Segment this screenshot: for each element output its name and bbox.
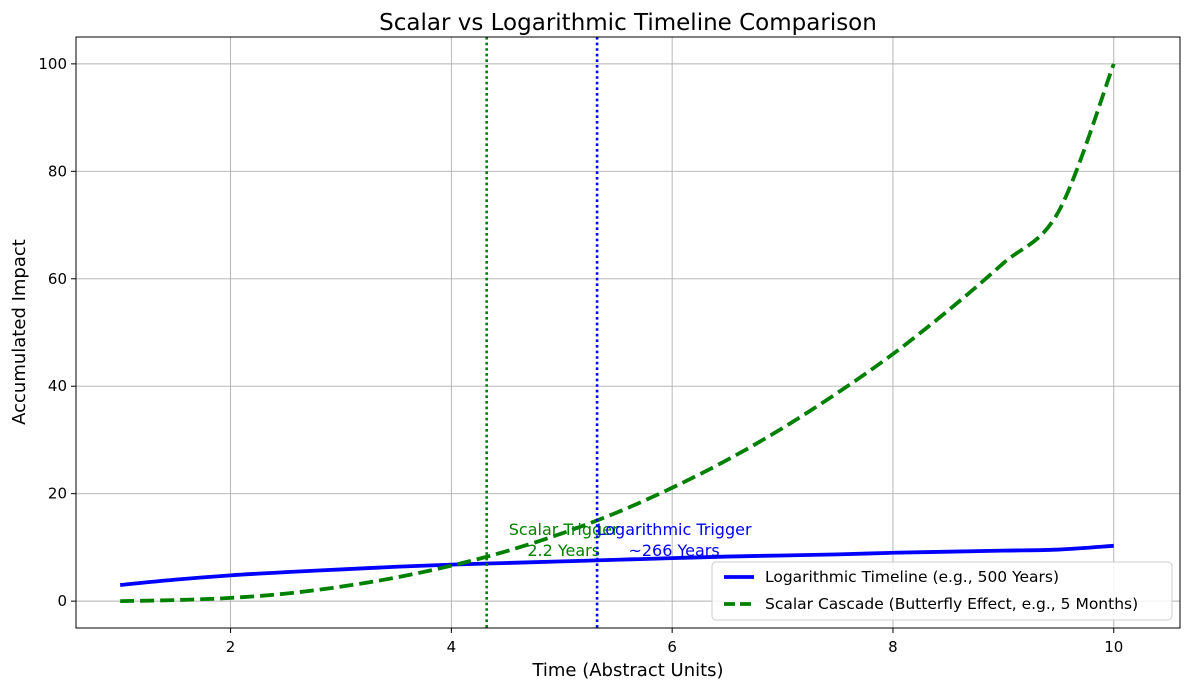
series-layer	[119, 63, 1116, 604]
x-tick-label: 10	[1104, 638, 1123, 656]
x-axis-label: Time (Abstract Units)	[531, 660, 723, 681]
trigger-label-value: ~266 Years	[628, 541, 719, 560]
legend-label: Logarithmic Timeline (e.g., 500 Years)	[765, 568, 1059, 586]
series-line-logarithmic	[119, 543, 1114, 587]
y-tick-label: 80	[48, 162, 67, 180]
vline-layer: Scalar Trigger 2.2 Years Logarithmic Trigg…	[485, 37, 752, 628]
legend-box	[711, 561, 1173, 621]
trigger-label-title: Scalar Trigger	[509, 520, 619, 539]
legend: Logarithmic Timeline (e.g., 500 Years) Sc…	[711, 561, 1173, 621]
y-axis-label: Accumulated Impact	[9, 239, 30, 425]
grid	[76, 37, 1180, 628]
y-tick-label: 40	[48, 377, 67, 395]
y-axis: 0 20 40 60 80 100	[38, 55, 76, 610]
chart-title: Scalar vs Logarithmic Timeline Compariso…	[379, 10, 877, 36]
y-tick-label: 60	[48, 270, 67, 288]
trigger-label-title: Logarithmic Trigger	[597, 520, 752, 539]
plot-frame	[75, 36, 1181, 629]
legend-label: Scalar Cascade (Butterfly Effect, e.g., …	[765, 595, 1138, 613]
series-line-scalar	[120, 63, 1116, 604]
y-tick-label: 20	[48, 485, 67, 503]
x-axis: 2 4 6 8 10	[226, 628, 1123, 656]
x-tick-label: 8	[888, 638, 898, 656]
y-tick-label: 100	[38, 55, 67, 73]
trigger-label-value: 2.2 Years	[527, 541, 600, 560]
x-tick-label: 6	[667, 638, 677, 656]
y-tick-label: 0	[57, 592, 67, 610]
x-tick-label: 4	[447, 638, 457, 656]
x-tick-label: 2	[226, 638, 236, 656]
